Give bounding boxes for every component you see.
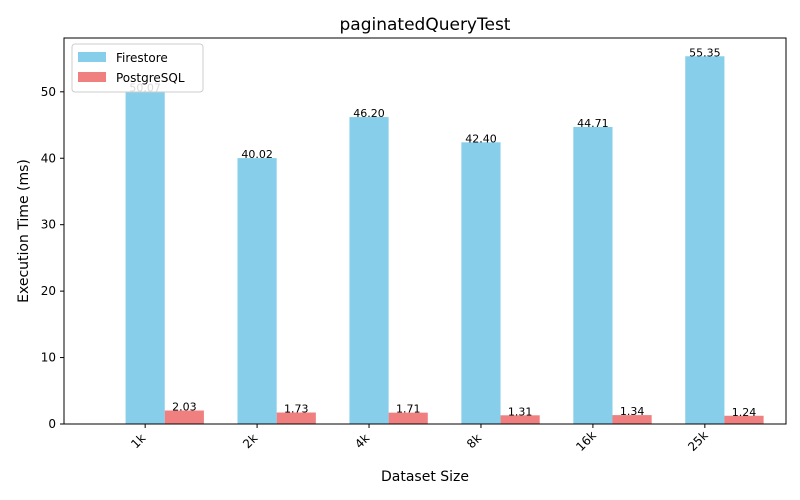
x-tick-label-2k: 2k [240,431,260,451]
bar-firestore-25k [685,56,725,424]
bar-postgresql-16k [612,415,652,424]
bar-postgresql-4k [388,412,428,424]
legend: Firestore PostgreSQL [71,43,204,93]
bar-firestore-1k [125,91,165,424]
bar-value-label-firestore-4k: 46.20 [353,107,385,120]
y-tick-label: 0 [48,417,56,431]
y-axis: 0 10 20 30 40 50 [41,85,64,431]
bar-firestore-16k [573,126,613,424]
bar-value-label-firestore-25k: 55.35 [689,46,721,59]
bar-labels-layer: 50.0740.0246.2042.4044.7155.352.031.731.… [129,46,756,418]
bar-value-label-postgresql-1k: 2.03 [172,401,197,414]
legend-label-firestore: Firestore [116,51,168,65]
x-tick-label-8k: 8k [464,431,484,451]
plot-frame [63,37,787,425]
x-axis: 1k 2k 4k 8k 16k 25k [128,424,711,454]
bar-postgresql-1k [164,410,204,424]
x-tick-label-1k: 1k [128,431,148,451]
x-tick-label-4k: 4k [352,431,372,451]
bar-firestore-4k [349,117,389,424]
y-axis-title: Execution Time (ms) [16,159,32,303]
x-tick-label-25k: 25k [685,428,711,454]
y-tick-label: 50 [41,85,56,99]
bar-postgresql-8k [500,415,540,424]
y-tick-label: 20 [41,284,56,298]
x-axis-title: Dataset Size [381,469,469,485]
bar-postgresql-25k [724,415,764,424]
bar-value-label-firestore-8k: 42.40 [465,132,497,145]
bar-value-label-postgresql-16k: 1.34 [620,405,645,418]
bar-value-label-postgresql-25k: 1.24 [732,406,757,419]
chart-title: paginatedQueryTest [340,15,511,35]
y-tick-label: 40 [41,151,56,165]
legend-swatch-postgresql [78,72,106,82]
legend-label-postgresql: PostgreSQL [116,71,185,85]
y-tick-label: 30 [41,218,56,232]
bar-postgresql-2k [276,412,316,424]
x-tick-label-16k: 16k [573,428,599,454]
y-tick-label: 10 [41,351,56,365]
bar-value-label-postgresql-4k: 1.71 [396,403,421,416]
bar-value-label-postgresql-8k: 1.31 [508,405,533,418]
legend-swatch-firestore [78,52,106,62]
bar-value-label-firestore-2k: 40.02 [241,148,273,161]
bar-firestore-2k [237,158,277,425]
bar-value-label-firestore-16k: 44.71 [577,117,609,130]
bar-value-label-postgresql-2k: 1.73 [284,403,309,416]
bars-layer [125,56,764,425]
bar-firestore-8k [461,142,501,424]
